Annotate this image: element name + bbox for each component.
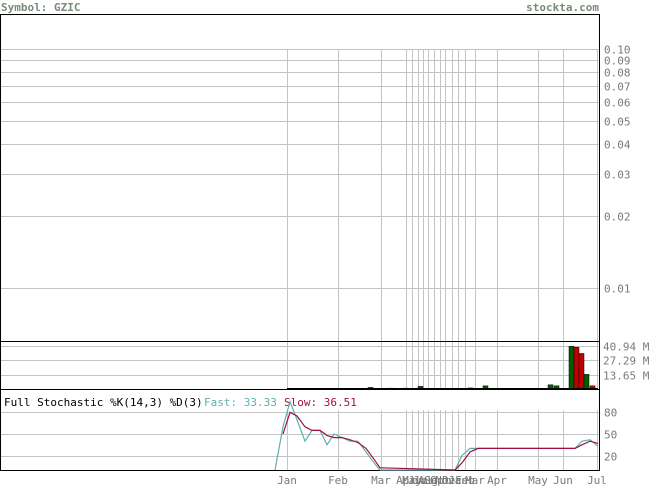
site-name[interactable]: stockta.com (526, 1, 599, 14)
price-tick-label: 0.04 (604, 139, 631, 152)
month-label: Mar (465, 474, 485, 486)
stochastic-axis: 80 50 20 (604, 407, 617, 464)
month-label: Jul (413, 474, 433, 486)
volume-grid (1, 342, 599, 389)
month-label: Feb (455, 474, 475, 486)
price-grid (1, 49, 599, 341)
month-label: Aug (418, 474, 438, 486)
stochastic-lines (274, 399, 599, 471)
price-tick-label: 0.08 (604, 67, 631, 80)
month-label: Jun (408, 474, 428, 486)
volume-bar (568, 346, 575, 390)
volume-bar (573, 346, 580, 390)
stochastic-tick-label: 20 (604, 451, 617, 464)
price-panel (0, 14, 600, 342)
month-label: May (402, 474, 422, 486)
slow-line (282, 411, 599, 471)
price-tick-label: 0.07 (604, 81, 631, 94)
month-label: Sep (424, 474, 444, 486)
volume-panel (0, 341, 600, 390)
volume-bar (578, 353, 585, 390)
volume-bars (367, 346, 596, 390)
month-label: Jun (553, 474, 573, 486)
x-axis: Jan Feb Mar AprMayJunJulAugSepOctNovDecJanF… (277, 474, 607, 486)
price-axis: 0.100.090.080.07 0.06 0.05 0.04 0.03 0.02 0.01 (604, 44, 631, 296)
volume-tick-label: 40.94 M (603, 341, 650, 354)
slow-label: Slow: 36.51 (284, 396, 357, 409)
price-tick-label: 0.02 (604, 211, 631, 224)
month-label: Feb (328, 474, 348, 486)
price-tick-label: 0.05 (604, 116, 631, 129)
stochastic-tick-label: 50 (604, 429, 617, 442)
volume-bar (583, 374, 590, 390)
symbol-label: Symbol: GZIC (1, 1, 80, 14)
month-label: Mar (371, 474, 391, 486)
month-label: Dec (442, 474, 462, 486)
price-tick-label: 0.03 (604, 169, 631, 182)
month-label: Jan (277, 474, 297, 486)
fast-line (274, 399, 599, 471)
price-tick-label: 0.06 (604, 97, 631, 110)
volume-axis: 40.94 M27.29 M 13.65 M (603, 341, 650, 383)
stochastic-grid (1, 410, 599, 470)
month-label: Oct (430, 474, 450, 486)
month-label: Apr (396, 474, 416, 486)
month-label: Jul (587, 474, 607, 486)
stochastic-tick-label: 80 (604, 407, 617, 420)
month-label: May (528, 474, 548, 486)
month-label: Nov (435, 474, 455, 486)
fast-label: Fast: 33.33 (204, 396, 277, 409)
volume-tick-label: 13.65 M (603, 370, 650, 383)
month-label: Jan (448, 474, 468, 486)
volume-tick-label: 27.29 M (603, 355, 650, 368)
price-tick-label: 0.01 (604, 283, 631, 296)
month-label: Apr (487, 474, 507, 486)
stochastic-title: Full Stochastic %K(14,3) %D(3) (4, 396, 203, 409)
price-tick-label: 0.09 (604, 55, 631, 68)
price-tick-label: 0.10 (604, 44, 631, 57)
